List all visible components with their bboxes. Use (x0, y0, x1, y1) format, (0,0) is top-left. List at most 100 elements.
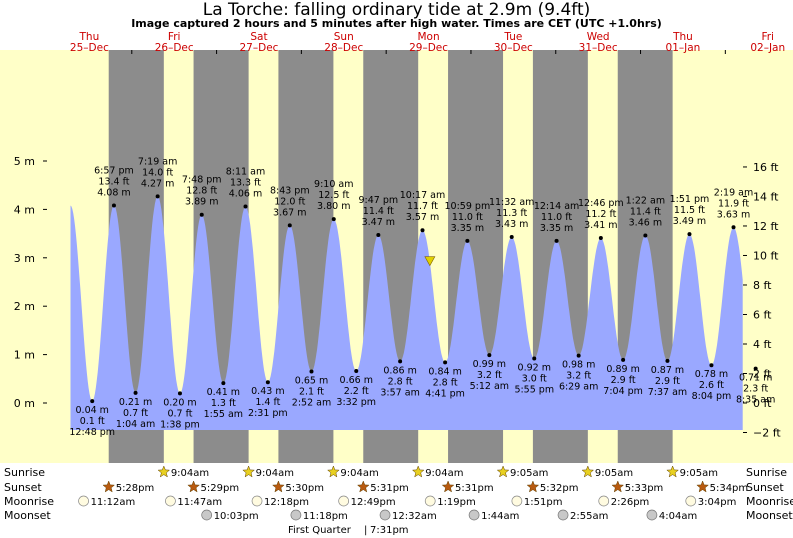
left-tick-label: 5 m (14, 155, 35, 168)
moon-phase-separator: | (364, 525, 367, 536)
low-tide-time: 1:04 am (116, 419, 155, 430)
moonset-row-label-right: Moonset (746, 509, 793, 522)
low-tide-point (398, 359, 403, 364)
moonrise-time: 3:04pm (698, 497, 737, 508)
high-tide-time: 8:43 pm (270, 185, 310, 196)
day-label: Wed (587, 31, 610, 43)
sunset-icon (102, 480, 116, 493)
high-tide-metres: 3.63 m (717, 209, 750, 220)
date-label: 02–Jan (750, 42, 785, 54)
sunset-time: 5:29pm (201, 483, 240, 494)
high-tide-time: 1:51 pm (670, 194, 710, 205)
low-tide-time: 1:55 am (204, 409, 243, 420)
moonrise-row-label: Moonrise (4, 495, 54, 508)
low-tide-time: 2:52 am (292, 398, 331, 409)
right-tick-label: 2 ft (753, 367, 772, 380)
low-tide-metres: 0.99 m (473, 359, 506, 370)
low-tide-metres: 0.43 m (251, 386, 284, 397)
low-tide-metres: 0.20 m (163, 397, 196, 408)
moonrise-icon (338, 495, 350, 507)
tide-curve (70, 196, 743, 430)
moonrise-icon (78, 495, 89, 507)
high-tide-point (731, 225, 736, 230)
high-tide-feet: 11.4 ft (630, 207, 661, 218)
low-tide-metres: 0.87 m (651, 365, 684, 376)
low-tide-metres: 0.65 m (295, 376, 328, 387)
day-label: Mon (417, 31, 439, 43)
high-tide-metres: 3.35 m (451, 223, 484, 234)
high-tide-point (598, 235, 603, 240)
low-tide-point (576, 353, 581, 358)
high-tide-metres: 3.49 m (673, 216, 706, 227)
low-tide-feet: 2.9 ft (611, 375, 636, 386)
sunset-icon (187, 480, 200, 493)
sunset-icon (526, 480, 540, 493)
high-tide-feet: 11.3 ft (496, 208, 527, 219)
low-tide-time: 5:55 pm (514, 384, 554, 395)
low-tide-point (177, 391, 182, 396)
sunrise-time: 9:04am (256, 468, 294, 479)
moon-phase-label: First Quarter (288, 525, 352, 536)
low-tide-point (709, 363, 714, 368)
high-tide-point (287, 223, 292, 228)
high-tide-feet: 11.0 ft (541, 212, 572, 223)
high-tide-feet: 12.0 ft (274, 196, 305, 207)
sunset-time: 5:32pm (540, 483, 579, 494)
low-tide-metres: 0.98 m (562, 360, 595, 371)
low-tide-point (354, 369, 359, 374)
date-label: 27–Dec (240, 42, 279, 54)
sunset-icon (441, 480, 455, 493)
sunrise-row-label: Sunrise (4, 466, 45, 479)
left-tick-label: 4 m (14, 203, 35, 216)
day-labels: Thu25–DecFri26–DecSat27–DecSun28–DecMon2… (70, 31, 785, 54)
right-tick-label: 10 ft (753, 249, 779, 262)
moonset-icon (646, 509, 658, 521)
right-margin (743, 50, 793, 463)
sunset-time: 5:31pm (455, 483, 494, 494)
sunset-icon (611, 480, 625, 493)
low-tide-metres: 0.41 m (207, 387, 240, 398)
day-label: Thu (672, 31, 693, 43)
moonrise-icon (165, 495, 176, 507)
moonrise-time: 2:26pm (611, 497, 650, 508)
high-tide-metres: 4.06 m (229, 188, 262, 199)
sunset-time: 5:30pm (285, 483, 324, 494)
high-tide-metres: 3.41 m (584, 220, 617, 231)
moonrise-time: 12:49pm (351, 497, 396, 508)
day-label: Thu (79, 31, 100, 43)
low-tide-feet: 2.2 ft (344, 386, 369, 397)
chart-subtitle: Image captured 2 hours and 5 minutes aft… (131, 17, 662, 30)
high-tide-point (465, 238, 470, 243)
high-tide-feet: 11.0 ft (452, 212, 483, 223)
high-tide-time: 12:14 am (534, 201, 579, 212)
low-tide-time: 8:04 pm (692, 391, 732, 402)
low-tide-time: 3:57 am (380, 387, 419, 398)
low-tide-metres: 0.92 m (518, 362, 551, 373)
moonset-time: 12:32am (392, 511, 437, 522)
high-tide-point (199, 212, 204, 217)
low-tide-feet: 3.2 ft (477, 370, 502, 381)
low-tide-time: 5:12 am (470, 381, 509, 392)
high-tide-feet: 11.7 ft (407, 201, 438, 212)
high-tide-time: 1:22 am (626, 196, 665, 207)
moonset-time: 1:44am (481, 511, 519, 522)
sunset-time: 5:31pm (370, 483, 409, 494)
moonset-icon (379, 509, 391, 521)
low-tide-point (753, 366, 758, 371)
left-tick-label: 3 m (14, 252, 35, 265)
low-tide-time: 3:32 pm (336, 397, 376, 408)
moonset-time: 11:18pm (303, 511, 348, 522)
sunrise-icon (496, 465, 510, 478)
sunrise-row-label-right: Sunrise (746, 466, 787, 479)
high-tide-feet: 13.3 ft (230, 177, 261, 188)
high-tide-point (111, 203, 116, 208)
low-tide-point (309, 369, 314, 374)
moonrise-time: 1:19pm (437, 497, 476, 508)
low-tide-metres: 0.04 m (76, 405, 109, 416)
moon-phase-time: 7:31pm (370, 525, 409, 536)
sunset-time: 5:28pm (116, 483, 155, 494)
low-tide-time: 7:04 pm (603, 386, 643, 397)
high-tide-feet: 13.4 ft (98, 177, 129, 188)
sunrise-time: 9:04am (425, 468, 463, 479)
